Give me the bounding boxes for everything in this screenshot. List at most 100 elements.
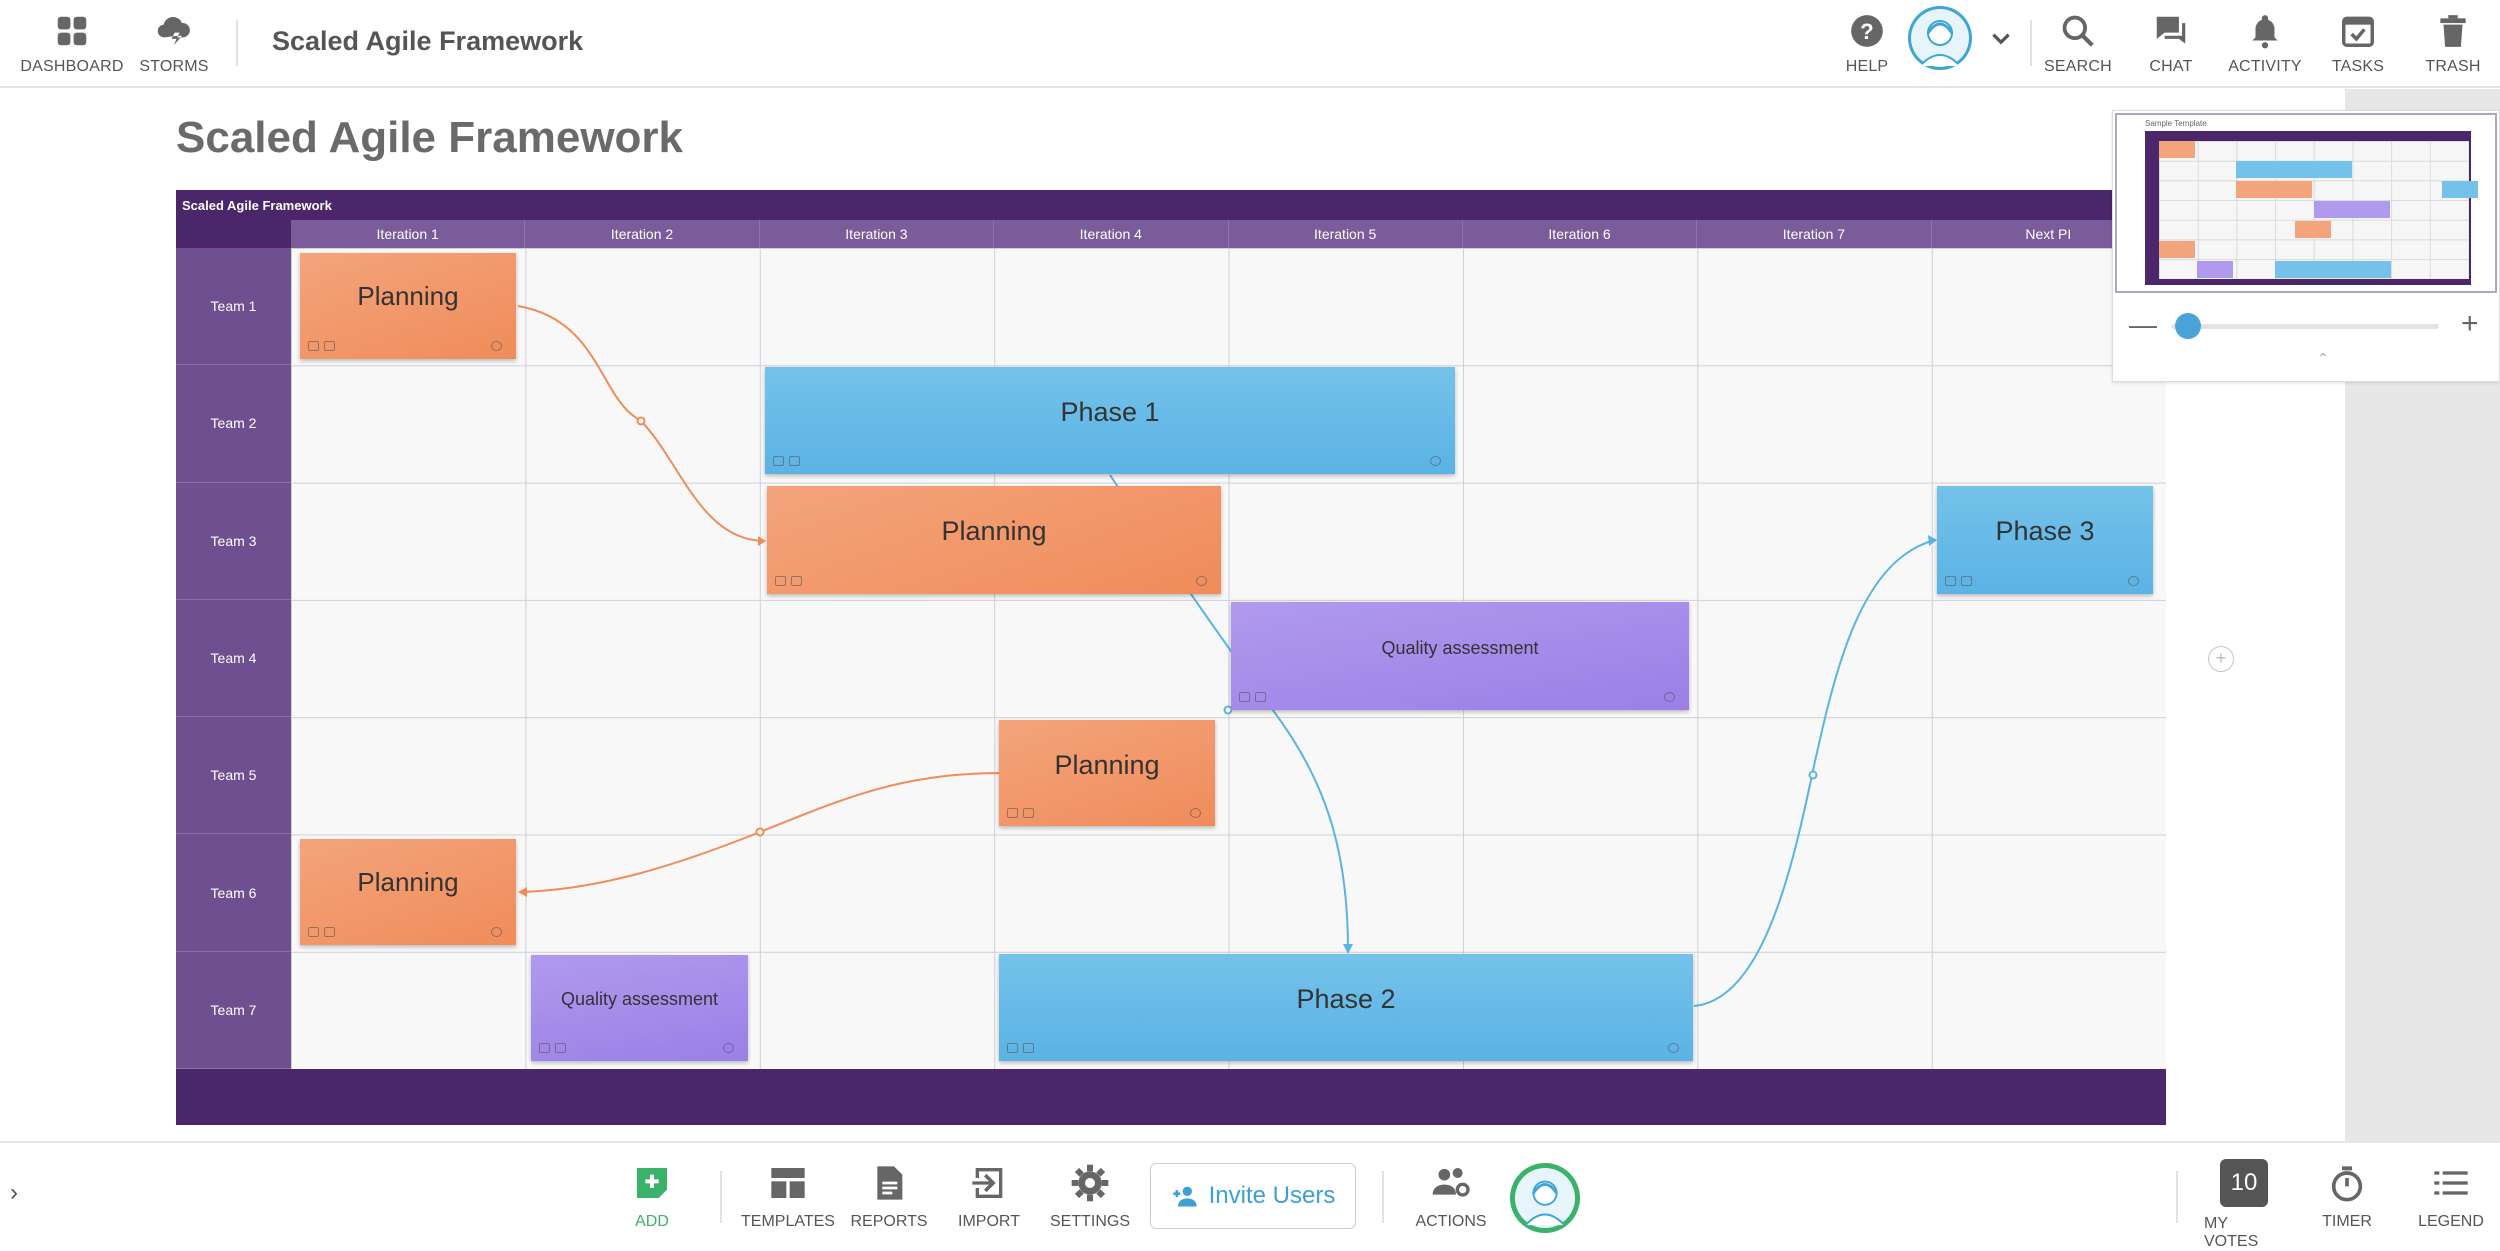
minimap-grid: [2145, 131, 2478, 285]
help-label: HELP: [1845, 58, 1889, 75]
facilitator-avatar[interactable]: [1510, 1163, 1580, 1233]
row-header: Team 5: [176, 717, 291, 835]
row-headers: Team 1 Team 2 Team 3 Team 4 Team 5 Team …: [176, 248, 291, 1070]
dashboard-button[interactable]: DASHBOARD: [20, 0, 123, 88]
trash-button[interactable]: TRASH: [2418, 0, 2488, 88]
card[interactable]: Phase 2: [999, 954, 1693, 1061]
attachment-icon: [1023, 1043, 1034, 1053]
bell-icon: [2252, 15, 2278, 49]
vote-icon[interactable]: [491, 927, 502, 937]
card-footer: [539, 1043, 740, 1055]
card-title: Planning: [357, 281, 459, 311]
actions-label: ACTIONS: [1415, 1213, 1487, 1230]
templates-button[interactable]: TEMPLATES: [741, 1163, 835, 1231]
invite-users-label: Invite Users: [1208, 1182, 1336, 1209]
grid-title: Scaled Agile Framework: [182, 198, 332, 213]
search-button[interactable]: SEARCH: [2042, 0, 2114, 88]
grid-footer: [176, 1069, 2166, 1125]
user-menu-chevron-icon[interactable]: [1988, 26, 2014, 57]
settings-button[interactable]: SETTINGS: [1050, 1163, 1130, 1231]
minimap-card: [2197, 261, 2233, 278]
actions-button[interactable]: ACTIONS: [1414, 1163, 1488, 1231]
minimap-viewport[interactable]: Sample Template: [2115, 113, 2497, 293]
zoom-control: — +: [2113, 301, 2500, 351]
help-icon: ?: [1851, 15, 1883, 47]
minimap-card: [2295, 221, 2331, 238]
topbar-divider: [236, 20, 238, 66]
votes-count-badge: 10: [2220, 1159, 2268, 1207]
activity-button[interactable]: ACTIVITY: [2222, 0, 2308, 88]
zoom-out-button[interactable]: —: [2129, 309, 2157, 340]
column-header: Iteration 2: [525, 220, 760, 248]
card-footer: [308, 927, 508, 939]
comment-icon: [539, 1043, 550, 1053]
calendar-check-icon: [2342, 16, 2374, 47]
my-votes-label: MY VOTES: [2204, 1215, 2259, 1250]
import-button[interactable]: IMPORT: [958, 1163, 1020, 1231]
card[interactable]: Planning: [300, 253, 516, 359]
zoom-in-button[interactable]: +: [2461, 307, 2479, 340]
vote-icon[interactable]: [491, 341, 502, 351]
tasks-button[interactable]: TASKS: [2322, 0, 2394, 88]
column-header: Iteration 5: [1228, 220, 1463, 248]
card-footer: [1239, 692, 1681, 704]
vote-icon[interactable]: [723, 1043, 734, 1053]
reports-label: REPORTS: [850, 1213, 928, 1230]
column-headers: Iteration 1 Iteration 2 Iteration 3 Iter…: [291, 220, 2166, 248]
card-title: Planning: [941, 516, 1047, 546]
topbar-divider-right: [2030, 20, 2032, 66]
vote-icon[interactable]: [2128, 576, 2139, 586]
card[interactable]: Phase 1: [765, 367, 1455, 474]
user-avatar-icon: [1911, 9, 1969, 67]
activity-label: ACTIVITY: [2228, 58, 2302, 75]
comment-icon: [1239, 692, 1250, 702]
reports-button[interactable]: REPORTS: [850, 1163, 928, 1231]
row-header: Team 7: [176, 951, 291, 1070]
row-header: Team 3: [176, 482, 291, 600]
user-avatar[interactable]: [1908, 6, 1972, 70]
timer-label: TIMER: [2322, 1213, 2372, 1230]
comment-icon: [308, 341, 319, 351]
card[interactable]: Quality assessment: [531, 955, 748, 1061]
app-title: Scaled Agile Framework: [272, 26, 584, 56]
attachment-icon: [789, 456, 800, 466]
comment-icon: [773, 456, 784, 466]
board-heading: Scaled Agile Framework: [176, 113, 684, 162]
legend-button[interactable]: LEGEND: [2418, 1163, 2484, 1231]
vote-icon[interactable]: [1430, 456, 1441, 466]
row-header: Team 2: [176, 365, 291, 483]
card[interactable]: Quality assessment: [1231, 602, 1689, 710]
dashboard-grid-icon: [57, 16, 87, 46]
zoom-slider-handle[interactable]: [2175, 313, 2201, 339]
bottom-toolbar: › ADD TEMPLATES REPORTS IMPORT SETTINGS …: [0, 1141, 2500, 1250]
timer-button[interactable]: TIMER: [2318, 1163, 2376, 1231]
templates-icon: [771, 1168, 805, 1198]
card-footer: [308, 341, 508, 353]
invite-users-button[interactable]: Invite Users: [1150, 1163, 1356, 1229]
help-button[interactable]: ? HELP: [1832, 0, 1902, 88]
add-column-button[interactable]: +: [2208, 646, 2234, 672]
card[interactable]: Planning: [767, 486, 1221, 594]
minimap-card: [2236, 181, 2312, 198]
chat-button[interactable]: CHAT: [2136, 0, 2206, 88]
minimap-card: [2159, 241, 2195, 258]
add-note-icon: [637, 1168, 667, 1198]
card[interactable]: Phase 3: [1937, 486, 2153, 594]
card-title: Phase 2: [1296, 984, 1396, 1014]
minimap-label: Sample Template: [2145, 119, 2207, 128]
toolbar-divider: [720, 1171, 722, 1223]
storms-button[interactable]: STORMS: [136, 0, 212, 88]
my-votes-button[interactable]: 10 MY VOTES: [2204, 1159, 2284, 1251]
vote-icon[interactable]: [1196, 576, 1207, 586]
vote-icon[interactable]: [1190, 808, 1201, 818]
vote-icon[interactable]: [1664, 692, 1675, 702]
zoom-slider-track[interactable]: [2171, 324, 2439, 329]
add-button[interactable]: ADD: [628, 1163, 676, 1231]
expand-panel-chevron-icon[interactable]: ›: [10, 1179, 18, 1206]
minimap-card: [2236, 161, 2352, 178]
vote-icon[interactable]: [1668, 1043, 1679, 1053]
card[interactable]: Planning: [300, 839, 516, 945]
card[interactable]: Planning: [999, 720, 1215, 826]
minimap-collapse-chevron-icon[interactable]: ⌃: [2317, 350, 2329, 366]
card-title: Phase 1: [1060, 397, 1160, 427]
